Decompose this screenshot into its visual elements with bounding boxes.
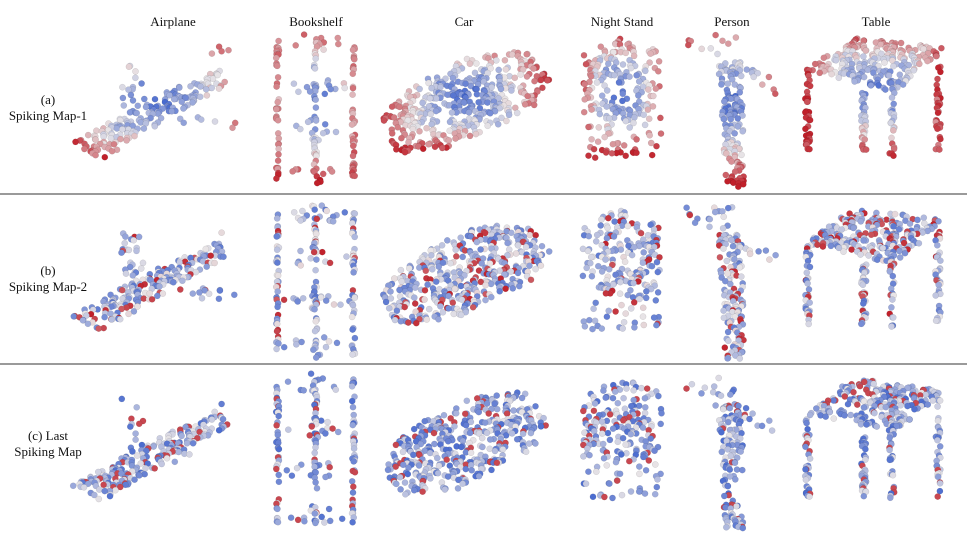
person-point-cloud <box>683 204 779 362</box>
car-point-cloud <box>380 222 553 327</box>
nightstand-point-cloud <box>580 35 665 161</box>
row-label-line: Spiking Map-1 <box>8 108 88 123</box>
row-label-line: Spiking Map <box>14 444 82 459</box>
row-label-last-spiking-map: (c) Last Spiking Map <box>4 428 92 460</box>
bookshelf-point-cloud <box>272 31 359 187</box>
airplane-point-cloud <box>70 229 238 332</box>
person-point-cloud <box>683 374 776 532</box>
column-header-person: Person <box>714 14 750 29</box>
row-divider <box>0 193 967 195</box>
row-label-spiking-map-2: (b) Spiking Map-2 <box>4 263 92 295</box>
airplane-point-cloud <box>69 395 231 503</box>
nightstand-point-cloud <box>579 207 663 333</box>
bookshelf-point-cloud <box>272 202 359 361</box>
row-divider <box>0 363 967 365</box>
row-label-line: (b) <box>40 263 56 278</box>
row-label-line: Spiking Map-2 <box>8 279 88 294</box>
row-label-spiking-map-1: (a) Spiking Map-1 <box>4 92 92 124</box>
column-header-airplane: Airplane <box>150 14 196 29</box>
person-point-cloud <box>685 31 779 190</box>
table-point-cloud <box>802 35 945 160</box>
nightstand-point-cloud <box>580 379 665 502</box>
car-point-cloud <box>384 389 549 498</box>
bookshelf-point-cloud <box>272 370 359 527</box>
table-point-cloud <box>802 207 944 330</box>
row-label-line: (c) Last <box>27 428 69 443</box>
column-header-bookshelf: Bookshelf <box>289 14 343 29</box>
column-header-car: Car <box>454 14 474 29</box>
column-header-night-stand: Night Stand <box>590 14 654 29</box>
car-point-cloud <box>380 49 553 156</box>
table-point-cloud <box>802 377 944 502</box>
row-label-line: (a) <box>40 92 56 107</box>
column-header-table: Table <box>861 14 891 29</box>
airplane-point-cloud <box>72 43 239 161</box>
